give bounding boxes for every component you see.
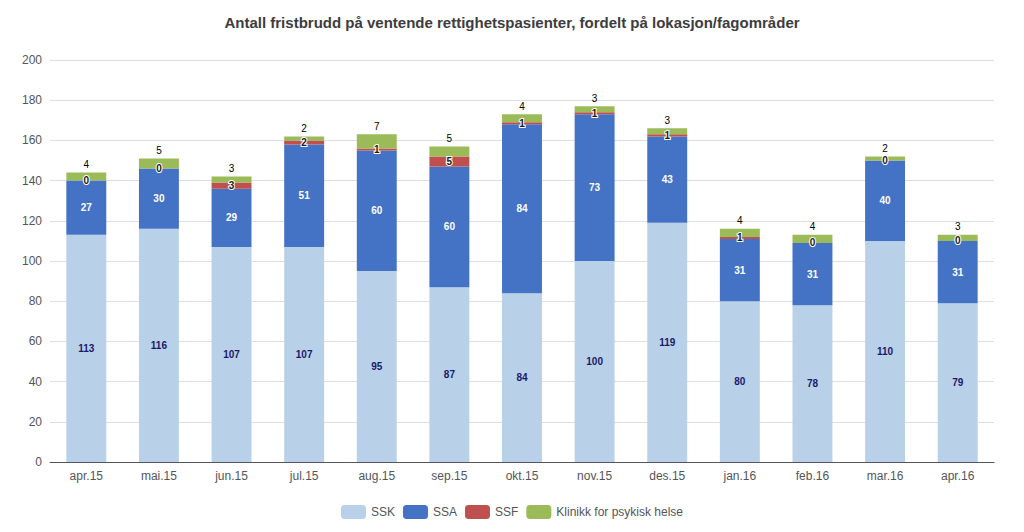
svg-text:100: 100 (22, 254, 42, 268)
svg-text:107: 107 (223, 349, 240, 360)
svg-text:79: 79 (952, 377, 964, 388)
svg-text:1: 1 (519, 118, 525, 129)
svg-text:3: 3 (229, 163, 235, 174)
svg-text:31: 31 (807, 269, 819, 280)
svg-text:2: 2 (301, 137, 307, 148)
svg-text:30: 30 (153, 193, 165, 204)
svg-text:1: 1 (664, 130, 670, 141)
svg-text:87: 87 (444, 369, 456, 380)
svg-text:78: 78 (807, 378, 819, 389)
svg-text:feb.16: feb.16 (796, 469, 830, 483)
svg-text:0: 0 (35, 455, 42, 469)
svg-text:3: 3 (664, 115, 670, 126)
svg-text:5: 5 (447, 156, 453, 167)
svg-text:84: 84 (516, 203, 528, 214)
svg-text:aug.15: aug.15 (358, 469, 395, 483)
svg-text:1: 1 (737, 232, 743, 243)
svg-text:4: 4 (519, 101, 525, 112)
svg-text:100: 100 (586, 356, 603, 367)
svg-text:60: 60 (444, 221, 456, 232)
svg-text:43: 43 (662, 174, 674, 185)
svg-text:40: 40 (29, 375, 43, 389)
svg-text:mar.16: mar.16 (867, 469, 904, 483)
svg-text:7: 7 (374, 121, 380, 132)
svg-text:SSF: SSF (495, 505, 518, 519)
svg-text:120: 120 (22, 214, 42, 228)
svg-text:2: 2 (882, 143, 888, 154)
svg-text:3: 3 (229, 180, 235, 191)
svg-text:0: 0 (84, 175, 90, 186)
svg-text:95: 95 (371, 361, 383, 372)
svg-text:119: 119 (659, 337, 676, 348)
svg-text:110: 110 (877, 346, 894, 357)
svg-text:5: 5 (156, 145, 162, 156)
svg-text:3: 3 (592, 93, 598, 104)
svg-text:4: 4 (84, 159, 90, 170)
svg-text:2: 2 (301, 123, 307, 134)
svg-text:60: 60 (29, 334, 43, 348)
svg-text:5: 5 (447, 133, 453, 144)
svg-text:0: 0 (882, 155, 888, 166)
svg-text:4: 4 (810, 221, 816, 232)
svg-text:116: 116 (151, 340, 168, 351)
svg-text:180: 180 (22, 93, 42, 107)
svg-text:27: 27 (81, 202, 93, 213)
svg-text:140: 140 (22, 174, 42, 188)
svg-text:Klinikk for psykisk helse: Klinikk for psykisk helse (556, 505, 683, 519)
svg-text:0: 0 (810, 237, 816, 248)
svg-text:apr.16: apr.16 (941, 469, 975, 483)
svg-text:3: 3 (955, 221, 961, 232)
svg-text:jul.15: jul.15 (289, 469, 319, 483)
svg-text:107: 107 (296, 349, 313, 360)
svg-text:0: 0 (955, 235, 961, 246)
svg-text:60: 60 (371, 205, 383, 216)
svg-text:113: 113 (78, 343, 95, 354)
svg-text:51: 51 (299, 190, 311, 201)
svg-text:160: 160 (22, 133, 42, 147)
svg-text:1: 1 (592, 108, 598, 119)
svg-text:apr.15: apr.15 (70, 469, 104, 483)
svg-text:mai.15: mai.15 (141, 469, 177, 483)
svg-text:31: 31 (952, 267, 964, 278)
svg-text:84: 84 (516, 372, 528, 383)
svg-text:200: 200 (22, 53, 42, 67)
svg-text:SSK: SSK (371, 505, 395, 519)
svg-text:jun.15: jun.15 (214, 469, 248, 483)
svg-text:29: 29 (226, 212, 238, 223)
svg-text:sep.15: sep.15 (431, 469, 467, 483)
svg-text:0: 0 (156, 163, 162, 174)
svg-text:jan.16: jan.16 (722, 469, 756, 483)
svg-text:80: 80 (734, 376, 746, 387)
svg-text:SSA: SSA (433, 505, 457, 519)
svg-text:73: 73 (589, 182, 601, 193)
svg-text:okt.15: okt.15 (506, 469, 539, 483)
svg-text:40: 40 (880, 195, 892, 206)
svg-text:20: 20 (29, 415, 43, 429)
svg-text:Antall fristbrudd på ventende: Antall fristbrudd på ventende rettighets… (224, 14, 799, 31)
svg-text:80: 80 (29, 294, 43, 308)
svg-text:des.15: des.15 (649, 469, 685, 483)
svg-text:31: 31 (734, 265, 746, 276)
svg-text:nov.15: nov.15 (577, 469, 612, 483)
svg-text:4: 4 (737, 215, 743, 226)
svg-text:1: 1 (374, 144, 380, 155)
